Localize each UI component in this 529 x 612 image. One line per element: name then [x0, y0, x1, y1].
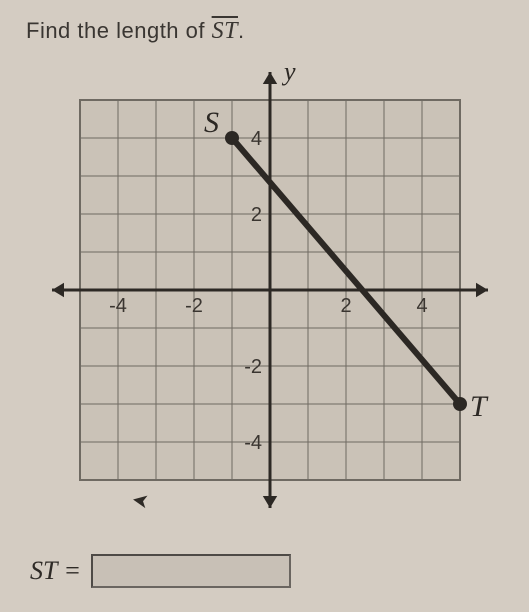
svg-text:2: 2 — [251, 204, 262, 226]
svg-text:S: S — [204, 106, 219, 139]
answer-label: ST = — [30, 556, 81, 586]
graph-svg: -4-22442-2-4xyST — [40, 60, 500, 520]
svg-text:T: T — [470, 390, 489, 423]
svg-text:-2: -2 — [244, 356, 262, 378]
answer-row: ST = — [30, 554, 291, 588]
svg-text:4: 4 — [416, 295, 427, 317]
svg-text:y: y — [281, 60, 296, 86]
question-text: Find the length of ST. — [26, 18, 245, 45]
svg-text:-4: -4 — [244, 432, 262, 454]
answer-input[interactable] — [91, 554, 291, 588]
segment-name: ST — [212, 18, 238, 44]
svg-text:2: 2 — [340, 295, 351, 317]
question-suffix: . — [238, 18, 245, 43]
svg-text:4: 4 — [251, 128, 262, 150]
coordinate-graph: -4-22442-2-4xyST — [40, 60, 500, 520]
svg-text:-4: -4 — [109, 295, 127, 317]
question-prefix: Find the length of — [26, 18, 212, 43]
svg-text:-2: -2 — [185, 295, 203, 317]
